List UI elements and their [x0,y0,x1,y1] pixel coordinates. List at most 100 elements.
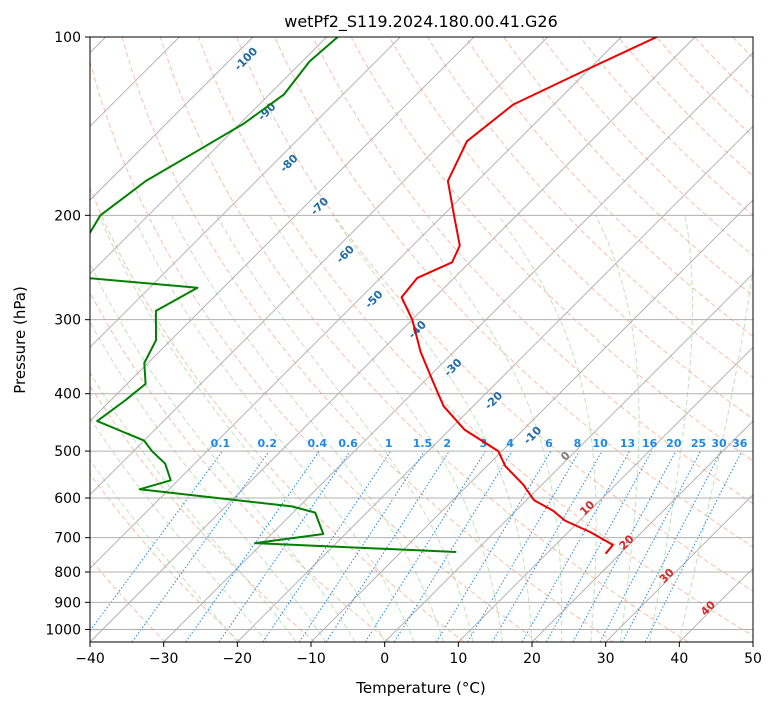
dry-adiabat [771,37,775,642]
y-tick-label: 500 [54,444,81,460]
mixing-ratio-label: 25 [691,437,706,450]
x-tick-label: 50 [744,651,762,667]
moist-adiabat [408,215,563,642]
moist-adiabat [649,215,693,642]
mixing-ratio-label: 8 [574,437,582,450]
skewed-isotherm [678,567,753,642]
y-tick-label: 900 [54,595,81,611]
mixing-ratio-label: 36 [732,437,748,450]
dry-adiabat [90,186,465,642]
mixing-ratio-label: 0.4 [308,437,328,450]
moist-adiabat [90,371,297,642]
skewed-isotherm [90,37,549,496]
dry-adiabat [503,37,753,297]
moist-adiabat [498,215,597,642]
frost-point-label: -20 [482,389,505,412]
x-tick-label: −30 [149,651,179,667]
moist-adiabat [678,263,753,642]
mixing-ratio-line [644,450,743,642]
skewed-isotherm [236,125,753,642]
mixing-ratio-line [364,450,486,642]
y-tick-label: 400 [54,387,81,403]
dry-adiabat [159,37,689,642]
isotherm-label: 20 [617,532,637,552]
mixing-ratio-label: 2 [443,437,451,450]
mixing-ratio-line [599,450,701,642]
mixing-ratio-label: 1.5 [413,437,433,450]
skewed-isotherm [90,37,622,570]
x-axis-title: Temperature (°C) [355,679,485,697]
frost-point-label: -70 [308,194,331,217]
mixing-ratio-label: 20 [666,437,682,450]
mixing-ratio-line [131,450,270,642]
skewed-isotherm [163,51,753,642]
moist-adiabat [269,215,503,642]
frost-point-label: -80 [277,152,300,175]
mixing-ratio-line [393,450,513,642]
isotherm-label: 10 [577,498,597,518]
dry-adiabat [656,37,753,138]
moist-adiabat [90,459,238,642]
dry-adiabat [274,37,753,548]
skewed-isotherm [90,37,328,275]
mixing-ratio-label: 6 [545,437,553,450]
skewed-isotherm [457,346,753,642]
frost-point-label: -30 [441,356,464,379]
skewed-isotherm [90,37,401,349]
isotherm-label: 40 [698,598,718,618]
mixing-ratio-line [185,450,320,642]
moist-adiabat [90,262,356,642]
frost-point-label: -100 [232,44,261,73]
y-tick-label: 1000 [45,622,81,638]
skewed-isotherm [90,37,696,642]
skewed-isotherm [605,493,753,642]
y-tick-label: 600 [54,491,81,507]
profile-series [90,37,658,555]
dry-adiabat [90,291,390,642]
skewed-isotherm [90,37,475,422]
mixing-ratio-line [218,450,351,642]
mixing-ratio-line [325,450,450,642]
mixing-ratio-label: 3 [480,437,488,450]
x-tick-label: −10 [296,651,326,667]
dry-adiabat [236,37,753,592]
y-axis-title: Pressure (hPa) [11,286,29,394]
dry-adiabat [90,384,316,642]
x-tick-label: 20 [523,651,541,667]
dry-adiabat [121,37,614,642]
mixing-ratio-label: 30 [711,437,727,450]
mixing-ratio-label: 4 [506,437,514,450]
moist-adiabat [216,215,474,642]
mixing-ratio-line [90,450,223,632]
mixing-ratio-label: 13 [620,437,635,450]
frost-point-label: -50 [362,288,385,311]
moist-adiabat [595,215,640,642]
skewed-isotherm [384,272,753,642]
moist-adiabat [90,321,327,642]
dry-adiabat [90,59,540,642]
chart-title: wetPf2_S119.2024.180.00.41.G26 [284,12,558,32]
dry-adiabat [465,37,753,338]
x-tick-label: 30 [597,651,615,667]
skewed-isotherm [752,641,753,642]
moist-adiabat [98,215,386,642]
pressure-grid [90,37,753,630]
mixing-ratio-label: 0.2 [258,437,278,450]
x-tick-label: −20 [223,651,253,667]
x-tick-label: 0 [380,651,389,667]
dry-adiabat [732,37,753,59]
y-tick-label: 800 [54,565,81,581]
y-tick-label: 200 [54,208,81,224]
y-axis: 1000 900 800 700 600 500 400 300 200 100 [45,30,90,638]
dry-adiabat [694,37,753,98]
dry-adiabat [541,37,753,257]
dry-adiabat [198,37,753,637]
mixing-ratio-line [621,450,722,642]
dry-adiabat [90,557,166,642]
dry-adiabat [426,37,753,379]
dry-adiabat [90,472,241,642]
moist-adiabat [171,215,445,642]
mixing-ratio-label: 1 [385,437,393,450]
mixing-ratio-label: 0.1 [211,437,231,450]
